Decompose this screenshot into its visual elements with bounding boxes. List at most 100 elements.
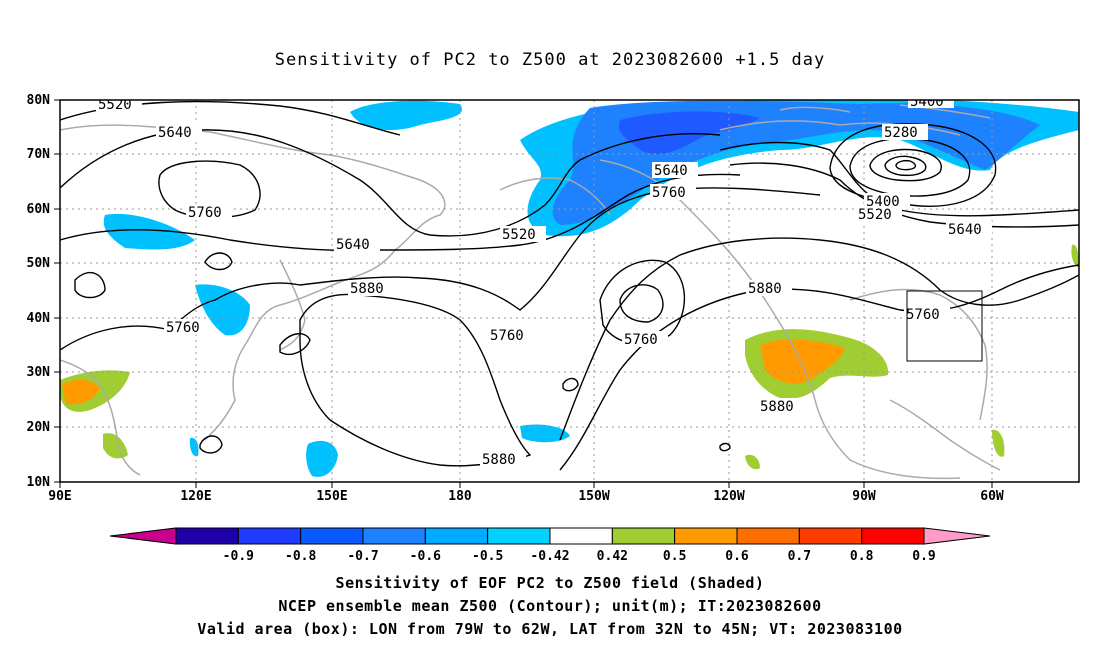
lon-label: 90E	[48, 489, 71, 504]
colorbar-swatch	[798, 527, 863, 545]
contour-5880-east	[559, 264, 1079, 471]
contour-low-polar-4	[884, 155, 927, 177]
contour-label: 5760	[166, 320, 200, 336]
colorbar-label: 0.8	[850, 549, 874, 564]
contour-label: 5760	[490, 328, 524, 344]
colorbar: -0.9 -0.8 -0.7 -0.6 -0.5 -0.42 0.42 0.5 0.6 0.7 0.…	[109, 527, 991, 564]
contour-label: 5760	[906, 307, 940, 323]
colorbar-swatch	[611, 527, 676, 545]
pos-shade-mexico	[745, 454, 760, 470]
lat-label: 10N	[27, 475, 51, 490]
contour-5880-central	[299, 293, 532, 467]
lat-label: 20N	[27, 420, 51, 435]
colorbar-swatch	[487, 527, 551, 545]
colorbar-label: -0.7	[347, 549, 378, 564]
neg-shade-hawaii	[520, 424, 570, 443]
contour-small-1	[204, 252, 233, 271]
contour-label: 5880	[350, 281, 384, 297]
lat-label: 30N	[27, 365, 51, 380]
z500-contours	[60, 100, 1079, 471]
lat-label: 50N	[27, 256, 51, 271]
contour-label: 5760	[652, 185, 686, 201]
lon-label: 90W	[852, 489, 876, 504]
colorbar-label: -0.8	[285, 549, 316, 564]
contour-label: 5640	[158, 125, 192, 141]
contour-5760-east	[559, 237, 1079, 441]
contour-small-7	[158, 160, 261, 219]
colorbar-swatch	[674, 527, 738, 545]
pos-shade-india-core	[62, 379, 100, 405]
lon-label: 150E	[316, 489, 347, 504]
latitude-axis	[54, 99, 60, 483]
map-panel: 5520 5640 5760 5640 5520 5640 5760 5880 …	[60, 94, 1079, 482]
colorbar-label: -0.5	[472, 549, 503, 564]
contour-label: 5640	[654, 163, 688, 179]
longitude-labels: 90E 120E 150E 180 150W 120W 90W 60W	[48, 489, 1004, 504]
lat-label: 60N	[27, 202, 51, 217]
colorbar-swatch	[736, 527, 800, 545]
pos-shade-us-south-core	[760, 339, 845, 384]
lat-label: 70N	[27, 147, 51, 162]
contour-label: 5520	[502, 227, 536, 243]
contour-label: 5880	[482, 452, 516, 468]
pos-shade-east-edge	[1071, 244, 1079, 268]
contour-label: 5880	[748, 281, 782, 297]
contour-label: 5880	[760, 399, 794, 415]
colorbar-swatch	[424, 527, 489, 545]
colorbar-label: -0.9	[223, 549, 254, 564]
contour-label: 5760	[188, 205, 222, 221]
contour-small-6	[719, 442, 731, 452]
colorbar-swatch	[175, 527, 239, 545]
contour-label: 5520	[858, 207, 892, 223]
lon-label: 120W	[713, 489, 744, 504]
colorbar-swatch	[549, 527, 613, 545]
lon-label: 60W	[980, 489, 1004, 504]
lon-label: 180	[448, 489, 472, 504]
colorbar-label: -0.6	[410, 549, 441, 564]
caption-line-3: Valid area (box): LON from 79W to 62W, L…	[197, 620, 903, 638]
contour-label: 5760	[624, 332, 658, 348]
caption-line-2: NCEP ensemble mean Z500 (Contour); unit(…	[278, 597, 822, 615]
colorbar-swatch	[300, 527, 364, 545]
caption-line-1: Sensitivity of EOF PC2 to Z500 field (Sh…	[335, 574, 765, 592]
coast-central-america	[889, 399, 1001, 471]
coast-japan	[279, 259, 306, 351]
neg-shade-pacific	[306, 440, 338, 477]
colorbar-label: 0.6	[725, 549, 749, 564]
colorbar-label: 0.5	[663, 549, 686, 564]
valid-area-box	[906, 290, 983, 362]
coast-india	[60, 359, 141, 476]
positive-sensitivity-shading	[60, 244, 1079, 470]
lon-label: 150W	[578, 489, 609, 504]
contour-label: 5520	[98, 97, 132, 113]
contour-labels: 5520 5640 5760 5640 5520 5640 5760 5880 …	[96, 94, 992, 468]
colorbar-label: 0.7	[788, 549, 811, 564]
contour-low-polar-5	[895, 159, 917, 171]
contour-low-polar-3	[869, 148, 942, 182]
neg-shade-alaska-dark	[619, 111, 760, 155]
contour-polar-outer-1	[719, 141, 1079, 217]
coast-alaska	[499, 177, 611, 216]
latitude-labels: 80N 70N 60N 50N 40N 30N 20N 10N	[27, 93, 51, 490]
contour-small-4	[562, 377, 579, 392]
contour-label: 5400	[910, 94, 944, 110]
colorbar-max-arrow	[923, 527, 991, 545]
lat-label: 80N	[27, 93, 51, 108]
longitude-axis	[59, 482, 993, 488]
colorbar-swatch	[362, 527, 426, 545]
contour-label: 5280	[884, 125, 918, 141]
contour-small-2	[74, 271, 106, 299]
contour-small-5	[199, 435, 223, 454]
lat-label: 40N	[27, 311, 51, 326]
colorbar-label: 0.42	[597, 549, 628, 564]
colorbar-swatch	[237, 527, 302, 545]
neg-shade-arctic	[350, 100, 462, 131]
pos-shade-caribbean	[992, 429, 1005, 457]
colorbar-min-arrow	[109, 527, 177, 545]
colorbar-swatch	[861, 527, 925, 545]
contour-small-3	[279, 333, 311, 356]
contour-5640-inner	[60, 173, 741, 252]
contour-low-pacific-inner	[619, 284, 664, 323]
neg-shade-siberia	[103, 213, 195, 250]
